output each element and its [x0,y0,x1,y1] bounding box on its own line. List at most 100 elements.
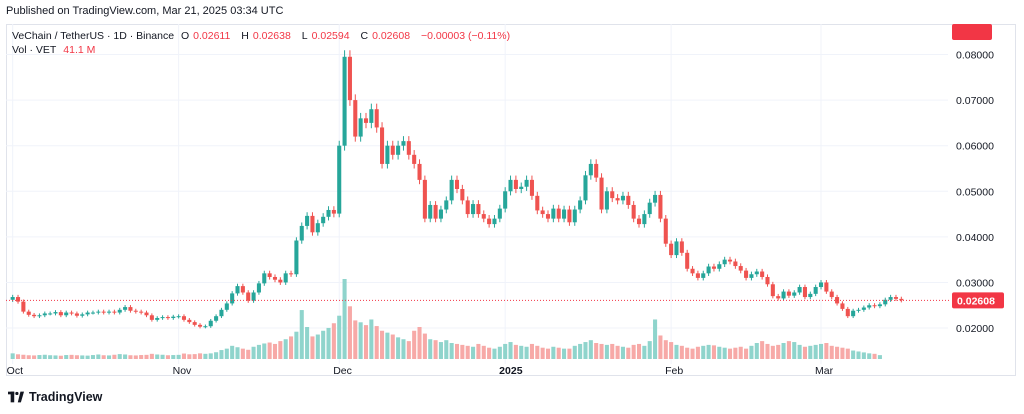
candle [572,205,577,226]
volume-label: Vol · VET [12,44,57,56]
candle [144,310,149,318]
candle [422,175,427,223]
low-value: 0.02594 [311,30,350,42]
candle [851,308,856,319]
candle-body [492,218,497,225]
volume-bar [717,346,722,359]
candle [15,294,21,304]
candle [74,311,79,318]
candle [363,112,369,129]
volume-bar [417,327,422,359]
published-caption: Published on TradingView.com, Mar 21, 20… [6,5,284,17]
volume-bar [428,339,433,359]
candle-body [867,305,872,308]
candle-body [10,297,15,300]
candle-body [267,273,272,277]
volume-badge-label: 41.1M [957,24,986,27]
volume-bar [353,320,358,359]
candle [567,205,572,226]
time-tick-label: Nov [173,365,192,376]
candle-body [840,303,845,309]
candle-body [444,200,449,210]
price-tick-label: 0.08000 [956,50,994,62]
candle-body [776,296,781,299]
candle [171,314,176,320]
candle [337,140,342,218]
candle-body [438,209,443,219]
candle-body [802,287,807,298]
candle-body [658,194,663,219]
volume-bar [776,344,781,359]
tradingview-branding[interactable]: TradingView [8,390,102,404]
volume-bar [21,354,26,359]
candle [85,310,90,317]
candle-body [417,163,422,180]
candle-body [337,145,342,214]
volume-bar [647,341,652,359]
volume-bar [422,333,427,359]
volume-bar [337,315,342,359]
volume-bar [326,327,331,359]
volume-bar [101,355,106,359]
candle [588,159,593,180]
candle [214,314,219,323]
candle-body [615,198,620,201]
candle [706,263,711,276]
candle [128,305,133,313]
candle-body [251,292,256,301]
candle [872,303,877,309]
candle-body [818,282,824,288]
volume-bar [877,355,882,359]
candle [786,289,791,298]
candle-body [321,216,326,224]
candle [433,201,438,223]
candle-body [165,317,170,319]
candle [42,311,47,318]
volume-bar [861,352,866,359]
volume-bar [851,350,856,359]
candle [615,194,620,205]
symbol-title[interactable]: VeChain / TetherUS · 1D · Binance [12,30,175,42]
candle-body [883,299,888,305]
candle [246,290,251,303]
candle [203,324,208,329]
volume-bar [283,339,288,359]
candle [101,309,106,315]
volume-bar [272,343,278,359]
candle [176,314,181,319]
candle-body [396,145,401,155]
volume-bar [267,342,272,359]
volume-bar [727,348,733,359]
volume-bar [465,345,470,359]
candle-body [401,141,406,146]
candle-body [786,291,791,296]
volume-bar [278,341,283,359]
candle [53,310,58,316]
candle-body [310,215,315,233]
candle [240,283,245,295]
candle [792,290,797,298]
candle-body [53,312,58,314]
candle-body [556,208,561,219]
candle-body [230,293,235,304]
candle-body [283,273,288,283]
volume-bar [123,354,128,359]
candle-body [15,297,21,302]
candlestick-series [10,50,904,329]
candle [117,307,122,315]
candle [551,204,556,223]
volume-bar [642,345,647,359]
candle-body [374,109,379,128]
volume-bar [32,355,37,359]
candle-body [551,208,556,219]
chart-canvas[interactable]: 0.08000 0.07000 0.06000 0.05000 0.04000 0.030… [6,24,1016,376]
candle-body [861,307,866,310]
last-price-badge-label: 0.02608 [957,295,995,307]
volume-bar [685,347,690,359]
candle [840,301,845,311]
candle-body [711,266,716,269]
volume-bar [358,322,363,359]
candle-body [219,309,224,317]
candle-body [845,308,850,317]
volume-bar [513,344,518,359]
